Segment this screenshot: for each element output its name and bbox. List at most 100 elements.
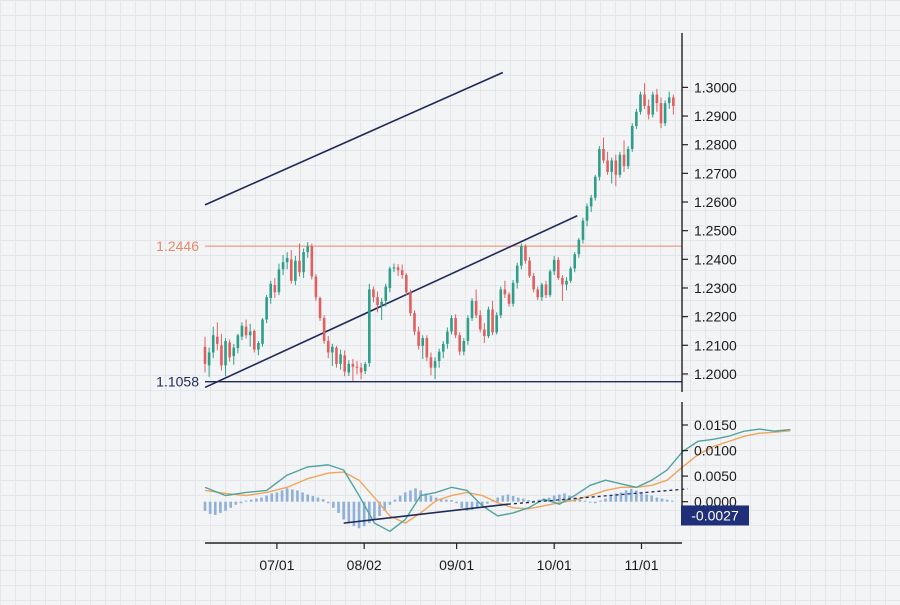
candle-body-81 (536, 289, 540, 298)
macd-histogram-bar-4 (224, 501, 227, 511)
candle-body-58 (441, 343, 445, 352)
macd-histogram-bar-10 (255, 498, 258, 502)
candle-body-1 (207, 352, 211, 366)
candle-body-54 (425, 338, 429, 358)
candle-body-109 (651, 94, 655, 115)
price-tick-label-10: 1.2000 (694, 366, 737, 382)
candle-body-103 (626, 148, 630, 167)
macd-histogram-bar-29 (352, 501, 356, 527)
candle-body-67 (478, 315, 482, 330)
candle-body-83 (544, 284, 548, 296)
macd-histogram-bar-38 (398, 495, 402, 502)
candle-body-76 (515, 265, 519, 283)
candle-body-73 (503, 289, 507, 295)
candle-body-105 (635, 111, 638, 127)
candle-body-36 (351, 363, 355, 367)
price-trendline-1 (204, 215, 578, 389)
candle-body-80 (532, 275, 535, 290)
macd-histogram-bar-22 (316, 497, 320, 502)
candle-body-90 (573, 254, 577, 269)
candle-body-96 (598, 148, 601, 177)
candle-body-47 (396, 267, 400, 271)
macd-histogram-bar-70 (563, 493, 566, 502)
macd-histogram-bar-8 (244, 500, 248, 502)
candle-body-79 (528, 260, 531, 276)
macd-histogram-bar-2 (213, 501, 217, 515)
candle-body-16 (269, 283, 273, 299)
macd-histogram-bar-36 (388, 501, 392, 505)
macd-histogram-bar-15 (280, 490, 284, 502)
macd-histogram-bar-41 (414, 488, 417, 502)
candle-body-97 (602, 148, 605, 161)
candle-body-91 (577, 239, 581, 255)
candle-body-17 (273, 285, 277, 293)
candle-body-68 (483, 329, 486, 337)
price-tick-label-6: 1.2400 (694, 251, 737, 267)
macd-histogram-bar-67 (547, 497, 551, 502)
candle-body-61 (454, 318, 457, 336)
macd-histogram-bar-83 (629, 488, 633, 502)
price-tick-label-5: 1.2500 (694, 223, 737, 239)
price-tick-label-9: 1.2100 (694, 337, 737, 353)
macd-histogram-bar-19 (301, 492, 304, 502)
macd-histogram-bar-81 (619, 492, 623, 502)
candle-body-84 (548, 271, 552, 296)
macd-histogram-bar-46 (439, 498, 443, 502)
candle-body-4 (220, 345, 223, 366)
candle-body-18 (277, 269, 281, 293)
macd-histogram-bar-25 (332, 501, 335, 508)
candle-body-60 (450, 318, 453, 332)
macd-histogram-bar-16 (285, 488, 289, 502)
candle-body-24 (302, 252, 305, 273)
candle-body-28 (318, 298, 322, 319)
macd-histogram-bar-59 (506, 494, 510, 502)
macd-histogram-bar-90 (665, 499, 669, 502)
candle-body-33 (339, 354, 342, 364)
candle-body-87 (561, 277, 564, 285)
candle-body-0 (203, 346, 207, 364)
macd-current-value-label: -0.0027 (691, 507, 739, 523)
macd-histogram-bar-84 (635, 490, 638, 502)
candle-body-53 (421, 338, 425, 346)
macd-histogram-bar-73 (578, 499, 582, 502)
candle-body-74 (507, 294, 511, 304)
candle-body-48 (400, 270, 404, 276)
candle-body-107 (643, 94, 646, 107)
macd-histogram-bar-11 (260, 497, 263, 502)
candle-body-66 (474, 300, 478, 316)
x-tick-label-2: 09/01 (439, 557, 474, 573)
macd-histogram-bar-3 (219, 501, 222, 513)
macd-trendline-dashed (507, 488, 688, 505)
macd-histogram-bar-23 (321, 499, 325, 502)
candle-body-63 (462, 340, 466, 352)
macd-line (204, 428, 791, 533)
candle-body-35 (347, 363, 351, 373)
candle-body-34 (343, 355, 346, 372)
candle-body-75 (511, 282, 515, 304)
macd-histogram-bar-34 (378, 501, 381, 516)
candle-body-112 (663, 103, 667, 124)
candle-body-27 (314, 276, 318, 298)
candle-body-85 (552, 259, 556, 272)
candle-body-11 (248, 331, 252, 336)
macd-histogram-bar-47 (445, 499, 448, 502)
candle-body-108 (647, 106, 650, 115)
macd-histogram-bar-61 (516, 497, 520, 502)
candle-body-64 (466, 318, 470, 341)
candle-body-50 (409, 292, 412, 314)
candle-body-95 (593, 176, 597, 198)
macd-histogram-bar-12 (265, 495, 268, 502)
macd-histogram-bar-21 (311, 496, 315, 502)
macd-histogram-bar-13 (270, 493, 274, 502)
macd-histogram-bar-91 (670, 500, 674, 502)
candle-body-57 (437, 351, 441, 362)
macd-histogram-bar-58 (501, 495, 505, 502)
candle-body-71 (495, 315, 498, 333)
candle-body-21 (289, 259, 293, 281)
candle-body-102 (622, 154, 626, 167)
macd-tick-label-2: 0.0050 (694, 468, 737, 484)
macd-histogram-bar-55 (486, 501, 489, 504)
macd-histogram-bar-49 (455, 501, 458, 504)
candle-body-65 (470, 300, 474, 319)
macd-histogram-bar-78 (604, 498, 607, 502)
